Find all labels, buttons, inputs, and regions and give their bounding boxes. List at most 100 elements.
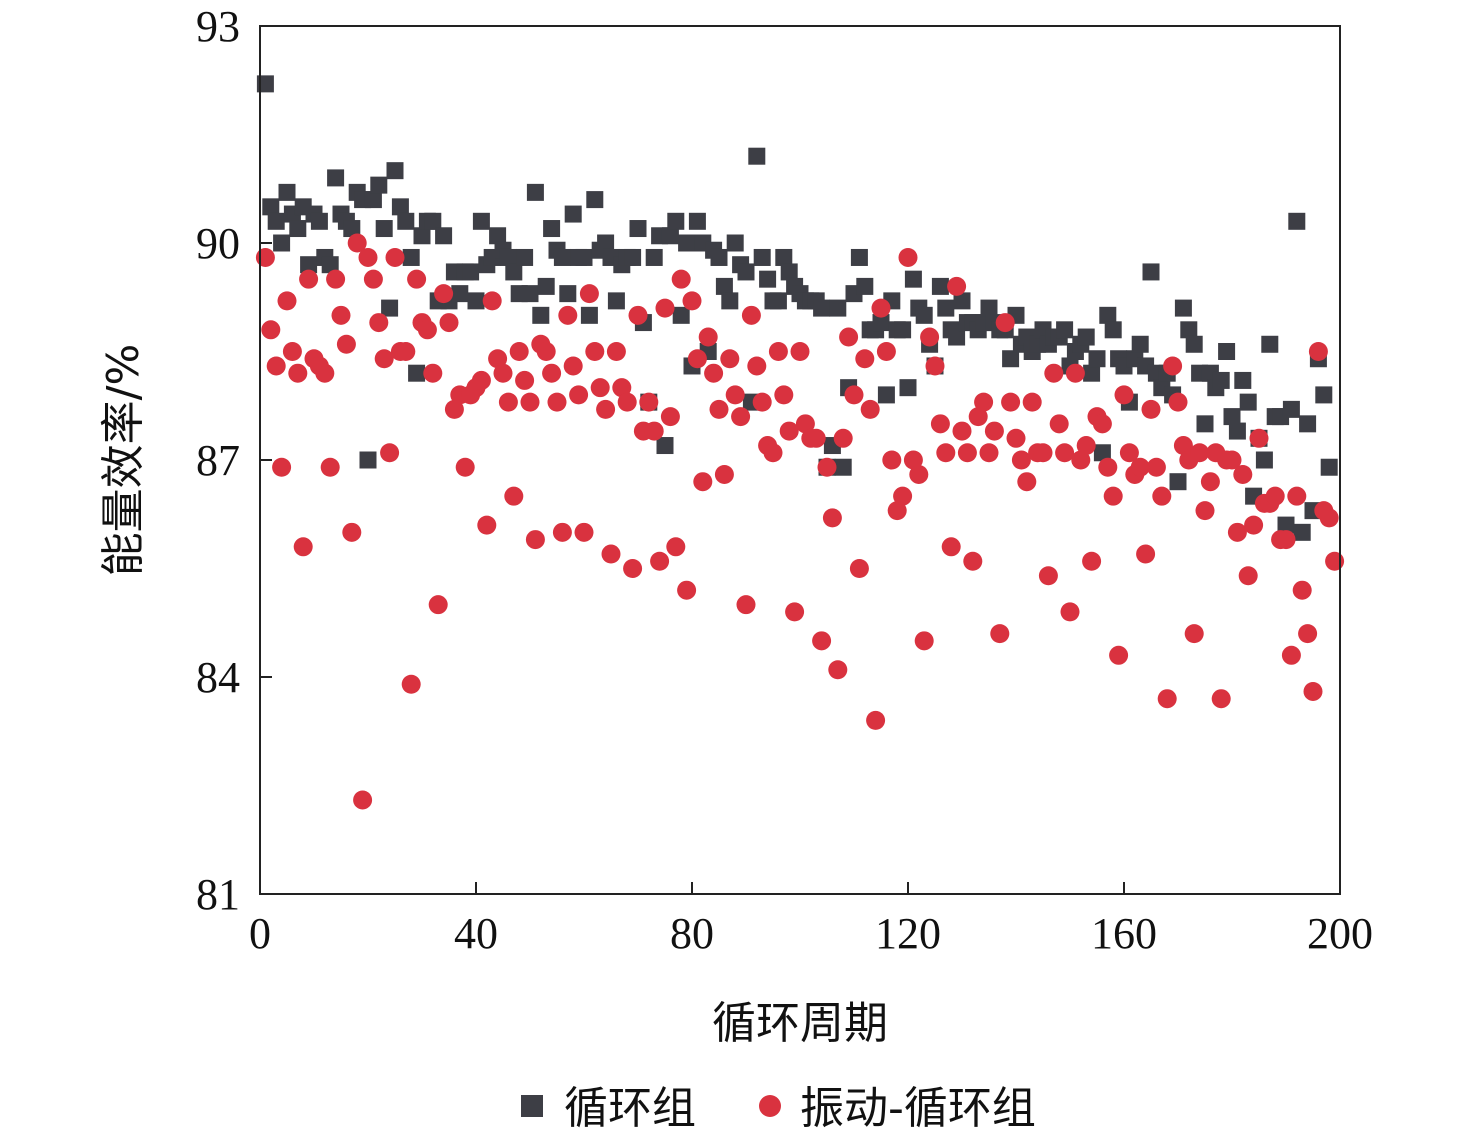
- data-point-circle: [687, 349, 707, 369]
- data-point-circle: [612, 378, 632, 398]
- data-point-square: [850, 248, 868, 266]
- data-point-circle: [1033, 443, 1053, 463]
- data-point-circle: [963, 551, 983, 571]
- data-point-square: [472, 212, 490, 230]
- data-point-square: [1174, 299, 1192, 317]
- data-point-circle: [1287, 486, 1307, 506]
- data-point-circle: [893, 486, 913, 506]
- data-point-circle: [293, 537, 313, 557]
- data-point-square: [300, 256, 318, 274]
- data-point-circle: [1103, 486, 1123, 506]
- data-point-square: [915, 306, 933, 324]
- data-point-square: [667, 212, 685, 230]
- data-point-circle: [839, 327, 859, 347]
- data-point-square: [321, 256, 339, 274]
- data-point-square: [537, 277, 555, 295]
- data-point-square: [672, 306, 690, 324]
- x-tick-label: 40: [454, 909, 498, 958]
- data-point-square: [267, 212, 285, 230]
- data-point-square: [289, 220, 307, 238]
- data-point-square: [1223, 408, 1241, 426]
- data-point-circle: [1265, 486, 1285, 506]
- data-point-circle: [1098, 457, 1118, 477]
- data-point-circle: [331, 305, 351, 325]
- data-point-circle: [1130, 457, 1150, 477]
- data-point-circle: [909, 464, 929, 484]
- data-point-circle: [941, 537, 961, 557]
- data-point-square: [381, 299, 399, 317]
- data-point-circle: [995, 313, 1015, 333]
- data-point-circle: [358, 247, 378, 267]
- data-point-circle: [353, 790, 373, 810]
- data-point-circle: [477, 515, 497, 535]
- data-point-square: [678, 234, 696, 252]
- data-point-square: [526, 183, 544, 201]
- data-point-circle: [320, 457, 340, 477]
- data-point-circle: [1211, 689, 1231, 709]
- data-point-circle: [860, 399, 880, 419]
- data-point-circle: [920, 327, 940, 347]
- data-point-square: [559, 285, 577, 303]
- data-point-circle: [693, 472, 713, 492]
- data-point-square: [656, 437, 674, 455]
- data-point-square: [580, 306, 598, 324]
- data-point-circle: [752, 392, 772, 412]
- data-point-square: [1002, 350, 1020, 368]
- data-point-circle: [1281, 645, 1301, 665]
- data-point-square: [748, 147, 766, 165]
- data-point-circle: [947, 276, 967, 296]
- data-point-square: [904, 270, 922, 288]
- data-point-circle: [272, 457, 292, 477]
- data-point-circle: [984, 421, 1004, 441]
- data-point-circle: [1227, 522, 1247, 542]
- data-point-circle: [1055, 443, 1075, 463]
- data-point-square: [424, 212, 442, 230]
- data-point-square: [435, 227, 453, 245]
- legend: 循环组 振动-循环组: [521, 1083, 1036, 1134]
- data-point-square: [726, 234, 744, 252]
- data-point-square: [1185, 335, 1203, 353]
- data-point-square: [375, 220, 393, 238]
- data-point-circle: [1319, 508, 1339, 528]
- data-point-square: [532, 306, 550, 324]
- data-point-circle: [525, 530, 545, 550]
- plot-frame: [259, 25, 1341, 895]
- data-point-circle: [288, 363, 308, 383]
- data-point-circle: [741, 305, 761, 325]
- legend-marker-square: [521, 1095, 543, 1117]
- data-point-circle: [542, 363, 562, 383]
- data-point-circle: [876, 342, 896, 361]
- y-tick-label: 81: [196, 870, 240, 919]
- data-point-circle: [509, 342, 529, 361]
- data-point-circle: [439, 313, 459, 333]
- data-point-circle: [979, 443, 999, 463]
- ticks-layer: 0 40 80 120 160 200 81 84 87 90 93: [196, 2, 1373, 958]
- data-point-square: [624, 248, 642, 266]
- y-tick-label: 84: [196, 653, 240, 702]
- data-point-circle: [1109, 645, 1129, 665]
- data-point-circle: [725, 385, 745, 405]
- data-point-circle: [898, 247, 918, 267]
- data-point-circle: [1022, 392, 1042, 412]
- data-point-circle: [1049, 414, 1069, 434]
- data-point-circle: [1190, 443, 1210, 463]
- data-point-square: [661, 227, 679, 245]
- data-point-circle: [1222, 450, 1242, 470]
- data-point-square: [586, 191, 604, 209]
- data-point-circle: [536, 342, 556, 361]
- data-point-circle: [936, 443, 956, 463]
- data-point-square: [1288, 212, 1306, 230]
- data-point-circle: [1136, 544, 1156, 564]
- data-point-circle: [1200, 472, 1220, 492]
- data-point-circle: [1157, 689, 1177, 709]
- data-point-square: [575, 248, 593, 266]
- data-point-circle: [644, 421, 664, 441]
- data-point-square: [1093, 444, 1111, 462]
- data-point-square: [1196, 415, 1214, 433]
- data-point-square: [829, 299, 847, 317]
- x-tick-label: 160: [1091, 909, 1157, 958]
- data-point-circle: [579, 284, 599, 304]
- data-point-circle: [266, 356, 286, 376]
- data-point-square: [1099, 306, 1117, 324]
- data-point-circle: [704, 363, 724, 383]
